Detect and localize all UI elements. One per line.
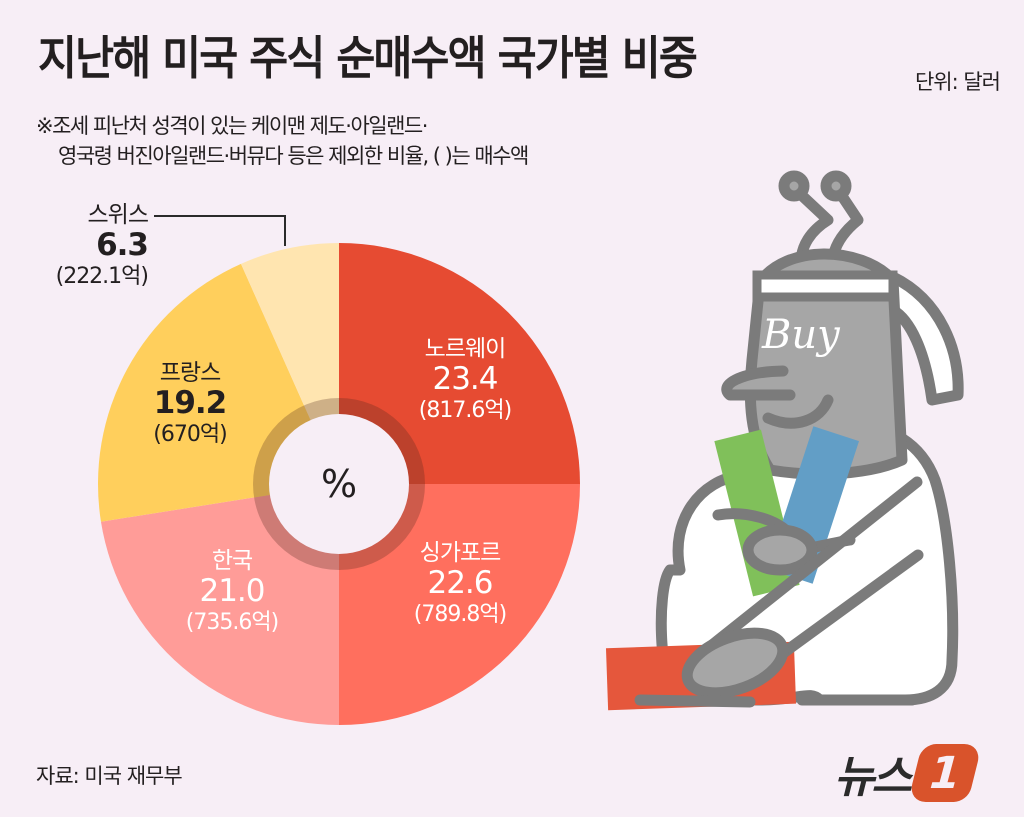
source-note: 자료: 미국 재무부: [36, 764, 183, 788]
logo-text: 뉴스: [834, 752, 912, 803]
center-unit-label: %: [320, 462, 358, 506]
segment-amount: (735.6억): [185, 610, 279, 636]
footnote-line-1: ※조세 피난처 성격이 있는 케이맨 제도·아일랜드·: [36, 114, 428, 138]
segment-label-france: 프랑스 19.2 (670억): [153, 360, 228, 448]
swiss-leader-line: [154, 215, 286, 246]
segment-amount: (817.6억): [418, 398, 512, 424]
logo-badge: 1: [907, 744, 983, 802]
segment-amount: (789.8억): [413, 602, 507, 628]
segment-name: 싱가포르: [419, 540, 502, 566]
segment-percent: 19.2: [153, 385, 228, 422]
segment-percent: 6.3: [96, 227, 149, 264]
segment-percent: 21.0: [199, 573, 265, 610]
segment-name: 노르웨이: [424, 336, 507, 362]
footnote-line-2: 영국령 버진아일랜드·버뮤다 등은 제외한 비율, ( )는 매수액: [58, 144, 529, 168]
segment-name: 스위스: [87, 202, 149, 228]
donut-hole: [269, 414, 409, 554]
segment-amount: (222.1억): [55, 264, 149, 290]
segment-label-switzerland: 스위스 6.3 (222.1억): [28, 202, 149, 290]
buy-text: Buy: [761, 312, 841, 358]
logo-badge-number: 1: [927, 747, 963, 799]
segment-name: 한국: [211, 548, 253, 574]
unit-label: 단위: 달러: [914, 70, 1001, 94]
segment-amount: (670억): [153, 422, 227, 448]
segment-percent: 23.4: [432, 361, 498, 398]
segment-label-korea: 한국 21.0 (735.6억): [185, 548, 279, 636]
headband: [752, 270, 898, 302]
segment-label-singapore: 싱가포르 22.6 (789.8억): [413, 540, 507, 628]
chart-title: 지난해 미국 주식 순매수액 국가별 비중: [38, 31, 698, 85]
news1-logo: 뉴스 1: [834, 738, 983, 808]
segment-percent: 22.6: [427, 565, 493, 602]
character-limbs: [634, 476, 924, 708]
segment-label-norway: 노르웨이 23.4 (817.6억): [418, 336, 512, 424]
segment-name: 프랑스: [159, 360, 221, 386]
